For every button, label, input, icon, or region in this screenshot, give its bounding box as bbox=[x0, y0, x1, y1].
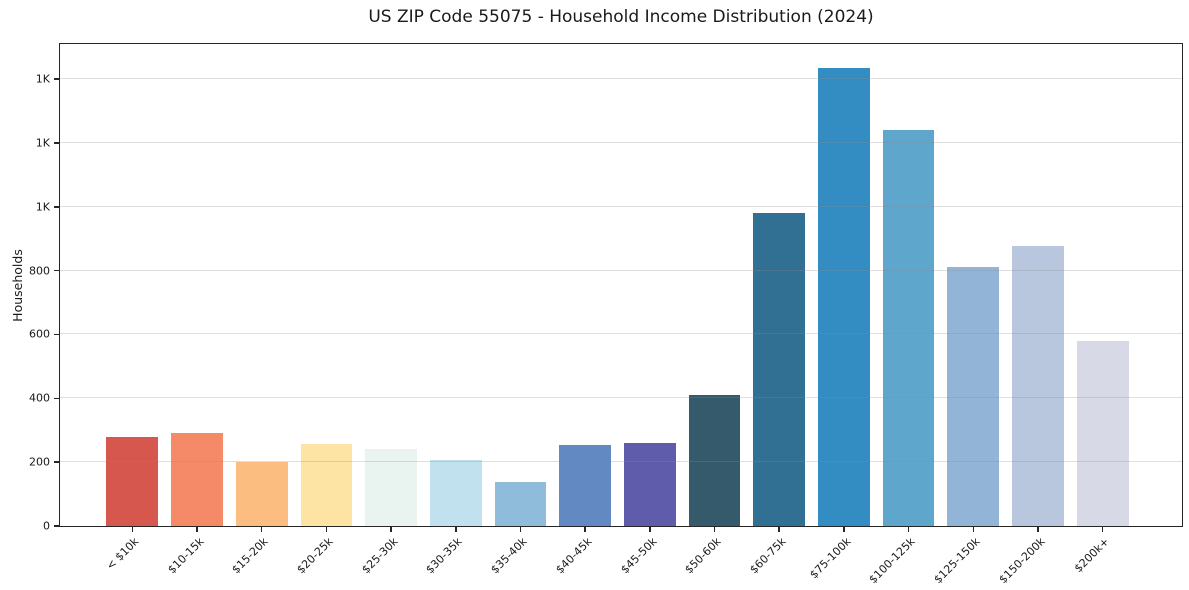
y-tick-mark bbox=[53, 333, 59, 336]
y-axis-title: Households bbox=[4, 43, 30, 527]
x-tick-mark bbox=[131, 527, 134, 532]
bar-slot: $40-45k bbox=[553, 44, 618, 576]
x-tick-label: < $10k bbox=[103, 535, 142, 573]
x-tick-label: $100-125k bbox=[866, 535, 918, 587]
bar-slot: $15-20k bbox=[229, 44, 294, 576]
bar bbox=[171, 433, 223, 526]
bar-slot: $75-100k bbox=[807, 44, 877, 581]
bar-slot: $30-35k bbox=[423, 44, 488, 576]
bar bbox=[947, 267, 1000, 526]
bar bbox=[235, 462, 288, 526]
x-tick-mark bbox=[519, 527, 522, 532]
bar bbox=[106, 436, 159, 526]
y-tick-mark bbox=[53, 206, 59, 208]
bar bbox=[300, 443, 353, 526]
bar-slot: $100-125k bbox=[867, 44, 941, 586]
y-axis-title-text: Households bbox=[9, 248, 25, 322]
bar-slot: $60-75k bbox=[747, 44, 812, 576]
bar-slot: $150-200k bbox=[996, 44, 1071, 586]
x-tick-label: $15-20k bbox=[229, 535, 271, 577]
x-tick-label: $30-35k bbox=[423, 535, 465, 577]
bar-slot: $50-60k bbox=[682, 44, 747, 576]
x-tick-mark bbox=[649, 527, 651, 532]
y-tick-label: 1K bbox=[35, 72, 50, 86]
y-tick-mark bbox=[53, 78, 59, 80]
bar-slot: $125-150k bbox=[931, 44, 1006, 586]
x-tick-mark bbox=[1037, 527, 1039, 532]
y-tick-label: 1K bbox=[35, 200, 50, 214]
x-tick-label: $10-15k bbox=[164, 535, 207, 577]
x-tick-label: $45-50k bbox=[617, 535, 660, 577]
x-tick-mark bbox=[390, 527, 392, 532]
x-tick-label: $75-100k bbox=[806, 535, 854, 582]
bar bbox=[494, 481, 547, 526]
y-tick-label: 200 bbox=[29, 455, 50, 469]
x-tick-mark bbox=[778, 527, 780, 532]
x-tick-label: $25-30k bbox=[359, 535, 401, 577]
bar bbox=[753, 213, 806, 526]
chart-title: US ZIP Code 55075 - Household Income Dis… bbox=[368, 7, 874, 27]
bar-slot: < $10k bbox=[100, 44, 165, 573]
bar bbox=[688, 395, 741, 526]
bar-slot: $20-25k bbox=[294, 44, 359, 576]
bar-slot: $25-30k bbox=[359, 44, 424, 576]
y-tick-label: 600 bbox=[29, 327, 50, 341]
bar bbox=[818, 67, 870, 526]
y-tick-mark bbox=[53, 269, 59, 272]
y-tick-mark bbox=[53, 142, 59, 144]
bar-slot: $200k+ bbox=[1070, 44, 1135, 575]
y-tick-mark bbox=[53, 525, 59, 527]
x-tick-label: $40-45k bbox=[553, 535, 595, 577]
bar-layer: < $10k $10-15k $15-20k $20-25k $25-30k $30-35… bbox=[60, 44, 1182, 586]
x-tick-mark bbox=[907, 527, 910, 532]
x-tick-label: $125-150k bbox=[931, 535, 983, 587]
y-tick-label: 0 bbox=[43, 519, 50, 533]
x-tick-label: $60-75k bbox=[747, 535, 789, 577]
bar bbox=[559, 444, 612, 526]
x-tick-label: $50-60k bbox=[682, 535, 724, 577]
y-tick-label: 800 bbox=[29, 264, 50, 278]
y-tick-mark bbox=[53, 397, 59, 400]
x-tick-mark bbox=[972, 527, 975, 532]
y-tick-label: 1K bbox=[35, 136, 50, 150]
plot-area: < $10k $10-15k $15-20k $20-25k $25-30k $30-35… bbox=[29, 43, 1183, 586]
x-tick-label: $20-25k bbox=[294, 535, 336, 577]
x-tick-mark bbox=[260, 527, 263, 532]
bar bbox=[429, 459, 482, 526]
x-tick-mark bbox=[196, 527, 198, 532]
x-tick-label: $150-200k bbox=[996, 535, 1048, 587]
x-tick-mark bbox=[713, 527, 716, 532]
x-tick-mark bbox=[455, 527, 457, 532]
bar-slot: $45-50k bbox=[618, 44, 683, 576]
bar bbox=[1076, 340, 1129, 526]
bar-slot: $10-15k bbox=[165, 44, 230, 576]
bar bbox=[623, 443, 676, 526]
y-tick-mark bbox=[53, 461, 59, 463]
bar bbox=[882, 130, 935, 526]
bar-slot: $35-40k bbox=[488, 44, 553, 576]
x-tick-mark bbox=[1101, 527, 1104, 532]
bar bbox=[1012, 245, 1064, 526]
bar bbox=[365, 449, 417, 526]
x-tick-label: $35-40k bbox=[488, 535, 530, 577]
x-tick-mark bbox=[843, 527, 845, 532]
x-tick-mark bbox=[325, 527, 328, 532]
y-tick-label: 400 bbox=[29, 391, 50, 405]
x-tick-mark bbox=[584, 527, 586, 532]
x-tick-label: $200k+ bbox=[1071, 535, 1112, 576]
